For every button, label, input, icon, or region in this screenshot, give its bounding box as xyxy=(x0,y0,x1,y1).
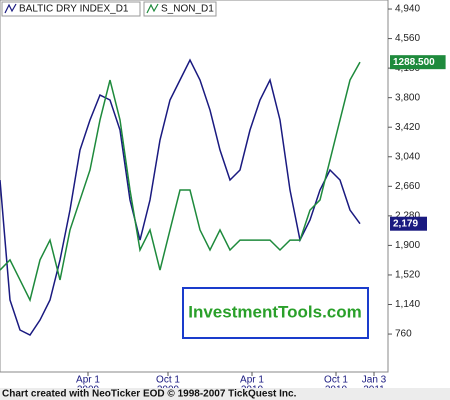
x-tick-label: Apr 1 xyxy=(76,375,100,386)
y-tick-label: 4,940 xyxy=(395,4,420,15)
watermark-box xyxy=(182,287,369,339)
legend-swatch xyxy=(4,3,17,14)
y-tick-label: 3,040 xyxy=(395,151,420,162)
watermark: InvestmentTools.com xyxy=(188,302,362,321)
x-tick-label: Oct 1 xyxy=(156,375,180,386)
y-tick-label: 3,420 xyxy=(395,122,420,133)
value-label-box xyxy=(390,55,446,70)
y-tick-label: 4,560 xyxy=(395,33,420,44)
legend-box xyxy=(143,1,217,17)
y-tick-label: 1,520 xyxy=(395,270,420,281)
y-tick-label: 2,280 xyxy=(395,211,420,222)
y-tick-label: 3,800 xyxy=(395,92,420,103)
y-tick-label: 1,900 xyxy=(395,240,420,251)
x-tick-label: Oct 1 xyxy=(324,375,348,386)
y-tick-label: 760 xyxy=(395,329,412,340)
y-tick-label: 2,660 xyxy=(395,181,420,192)
value-label: 1288.500 xyxy=(393,57,435,68)
x-tick-label: Apr 1 xyxy=(240,375,264,386)
value-label: 2,179 xyxy=(393,218,418,229)
legend-label: S_NON_D1 xyxy=(161,4,214,15)
footer-bar xyxy=(0,388,450,400)
footer: Chart created with NeoTicker EOD © 1998-… xyxy=(2,389,297,400)
y-tick-label: 1,140 xyxy=(395,299,420,310)
series-line xyxy=(0,61,361,303)
legend-swatch xyxy=(146,3,159,14)
x-tick-label: Jan 3 xyxy=(362,375,387,386)
legend-box xyxy=(1,1,141,17)
legend-label: BALTIC DRY INDEX_D1 xyxy=(19,4,129,15)
value-label-box xyxy=(390,216,427,231)
